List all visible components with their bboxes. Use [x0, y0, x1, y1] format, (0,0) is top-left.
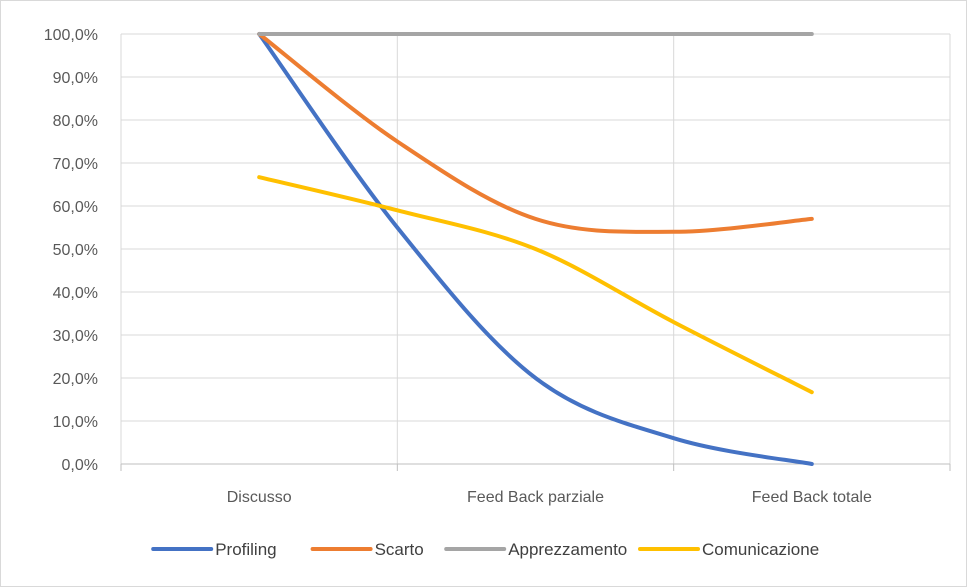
y-tick-label: 40,0% — [53, 285, 98, 302]
legend-label-apprezzamento: Apprezzamento — [508, 540, 627, 559]
x-tick-label: Discusso — [227, 489, 292, 506]
y-tick-label: 50,0% — [53, 242, 98, 259]
legend-label-comunicazione: Comunicazione — [702, 540, 819, 559]
series-line-scarto — [259, 34, 812, 232]
y-tick-label: 20,0% — [53, 371, 98, 388]
chart-legend: Profiling Scarto Apprezzamento Comunicazion… — [153, 540, 819, 559]
x-tick-label: Feed Back parziale — [467, 489, 604, 506]
axis-layer: 0,0% 10,0% 20,0% 30,0% 40,0% 50,0% 60,0% 70,0% 8… — [44, 27, 950, 506]
y-tick-label: 90,0% — [53, 70, 98, 87]
y-tick-label: 80,0% — [53, 113, 98, 130]
legend-label-profiling: Profiling — [215, 540, 276, 559]
y-tick-label: 100,0% — [44, 27, 98, 44]
y-tick-label: 60,0% — [53, 199, 98, 216]
series-line-comunicazione — [259, 177, 812, 392]
x-tick-label: Feed Back totale — [752, 489, 872, 506]
y-tick-label: 30,0% — [53, 328, 98, 345]
legend-label-scarto: Scarto — [375, 540, 424, 559]
y-tick-label: 0,0% — [62, 457, 98, 474]
y-tick-label: 10,0% — [53, 414, 98, 431]
y-tick-label: 70,0% — [53, 156, 98, 173]
